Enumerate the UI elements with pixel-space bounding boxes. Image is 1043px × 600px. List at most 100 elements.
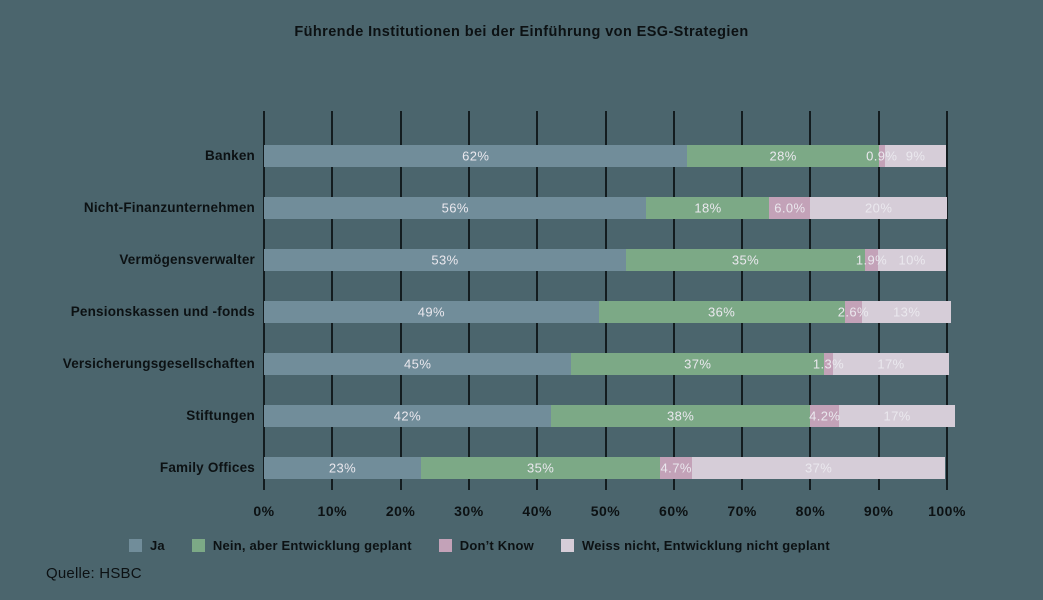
bar-segment: 20% [810, 197, 947, 219]
legend-item: Ja [129, 538, 165, 553]
legend-item: Don’t Know [438, 538, 534, 553]
gridline [877, 111, 880, 490]
segment-value-label: 6.0% [774, 200, 806, 216]
bar-row: 49% 36% 2.6% 13% [264, 301, 952, 323]
segment-value-label: 0.9% [866, 148, 898, 164]
bar-segment: 28% [687, 145, 879, 167]
legend: Ja Nein, aber Entwicklung geplant Don’t Kn… [129, 538, 830, 553]
segment-value-label: 17% [877, 356, 905, 372]
segment-value-label: 49% [417, 304, 445, 320]
segment-value-label: 56% [441, 200, 469, 216]
bar-segment: 53% [264, 249, 626, 271]
segment-value-label: 10% [898, 252, 926, 268]
legend-swatch [438, 539, 452, 552]
bar-segment: 18% [646, 197, 770, 219]
bar-segment: 49% [264, 301, 599, 323]
gridline [263, 111, 265, 490]
bar-row: 62% 28% 0.9% 9% [264, 145, 947, 167]
x-tick-label: 60% [659, 503, 689, 519]
x-tick-label: 40% [522, 503, 552, 519]
bar-segment: 9% [884, 145, 947, 167]
legend-item: Weiss nicht, Entwicklung nicht geplant [560, 538, 830, 553]
bar-segment: 62% [264, 145, 688, 167]
plot-area: 62% 28% 0.9% 9% 56% 18% 6.0% 20% 53% 35% 1.9% 10% 49… [263, 111, 956, 490]
segment-value-label: 4.7% [660, 460, 692, 476]
gridline [809, 111, 812, 490]
segment-value-label: 42% [393, 408, 422, 424]
bar-row: 42% 38% 4.2% 17% [264, 405, 956, 427]
segment-value-label: 38% [667, 408, 695, 424]
bar-segment: 42% [264, 405, 551, 427]
bar-segment: 0.9% [866, 145, 897, 167]
bar-segment: 17% [832, 353, 950, 375]
legend-swatch [129, 539, 142, 552]
source-note: Quelle: HSBC [46, 565, 142, 582]
chart-title: Führende Institutionen bei der Einführun… [294, 24, 749, 40]
x-tick-label: 10% [317, 503, 348, 519]
category-label: Nicht-Finanzunternehmen [83, 200, 255, 215]
segment-value-label: 36% [707, 304, 736, 320]
segment-value-label: 4.2% [809, 408, 841, 424]
gridline [536, 111, 539, 490]
x-tick-label: 30% [454, 503, 484, 519]
bar-row: 23% 35% 4.7% 37% [264, 457, 947, 479]
x-tick-label: 0% [253, 503, 275, 519]
gridline [946, 111, 948, 490]
bar-row: 53% 35% 1.9% 10% [264, 249, 947, 271]
category-label: Banken [205, 148, 255, 163]
segment-value-label: 9% [905, 148, 926, 164]
bar-segment: 1.3% [813, 353, 844, 375]
bar-segment: 37% [692, 457, 945, 479]
gridline [331, 111, 334, 490]
category-label: Stiftungen [186, 408, 255, 423]
legend-swatch [560, 539, 574, 552]
segment-value-label: 35% [526, 460, 555, 476]
segment-value-label: 45% [404, 356, 432, 372]
gridline [604, 111, 607, 490]
bar-segment: 56% [264, 197, 647, 219]
x-tick-label: 90% [863, 503, 894, 519]
x-tick-label: 70% [727, 503, 757, 519]
category-label: Family Offices [159, 460, 255, 475]
x-tick-label: 80% [795, 503, 826, 519]
legend-label: Ja [150, 538, 165, 553]
segment-value-label: 1.9% [855, 252, 888, 268]
segment-value-label: 18% [694, 200, 722, 216]
gridline [399, 111, 402, 490]
category-label: Versicherungsgesellschaften [62, 356, 255, 371]
bar-segment: 1.9% [856, 249, 887, 271]
legend-label: Don’t Know [459, 538, 534, 553]
segment-value-label: 2.6% [837, 304, 870, 320]
gridline [741, 111, 744, 490]
category-label: Pensionskassen und -fonds [70, 304, 255, 319]
legend-label: Weiss nicht, Entwicklung nicht geplant [581, 538, 830, 553]
bar-row: 45% 37% 1.3% 17% [264, 353, 950, 375]
segment-value-label: 62% [462, 148, 490, 164]
bar-segment: 35% [421, 457, 661, 479]
bar-segment: 4.2% [809, 405, 841, 427]
bar-segment: 35% [625, 249, 866, 271]
bar-segment: 4.7% [660, 457, 693, 479]
bar-segment: 13% [862, 301, 952, 323]
segment-value-label: 28% [769, 148, 797, 164]
segment-value-label: 17% [883, 408, 911, 424]
bar-segment: 2.6% [838, 301, 869, 323]
bar-segment: 10% [878, 249, 947, 271]
legend-item: Nein, aber Entwicklung geplant [191, 538, 412, 553]
legend-label: Nein, aber Entwicklung geplant [212, 538, 412, 553]
category-label: Vermögensverwalter [119, 252, 255, 267]
segment-value-label: 35% [731, 252, 760, 268]
bar-segment: 6.0% [769, 197, 811, 219]
gridline [672, 111, 675, 490]
segment-value-label: 20% [865, 200, 893, 216]
segment-value-label: 1.3% [812, 356, 845, 372]
x-tick-label: 100% [928, 503, 966, 519]
bar-row: 56% 18% 6.0% 20% [264, 197, 947, 219]
bar-segment: 37% [571, 353, 825, 375]
segment-value-label: 37% [804, 460, 833, 476]
segment-value-label: 13% [893, 304, 921, 320]
bar-segment: 23% [264, 457, 422, 479]
x-tick-label: 50% [590, 503, 621, 519]
bar-segment: 38% [550, 405, 811, 427]
